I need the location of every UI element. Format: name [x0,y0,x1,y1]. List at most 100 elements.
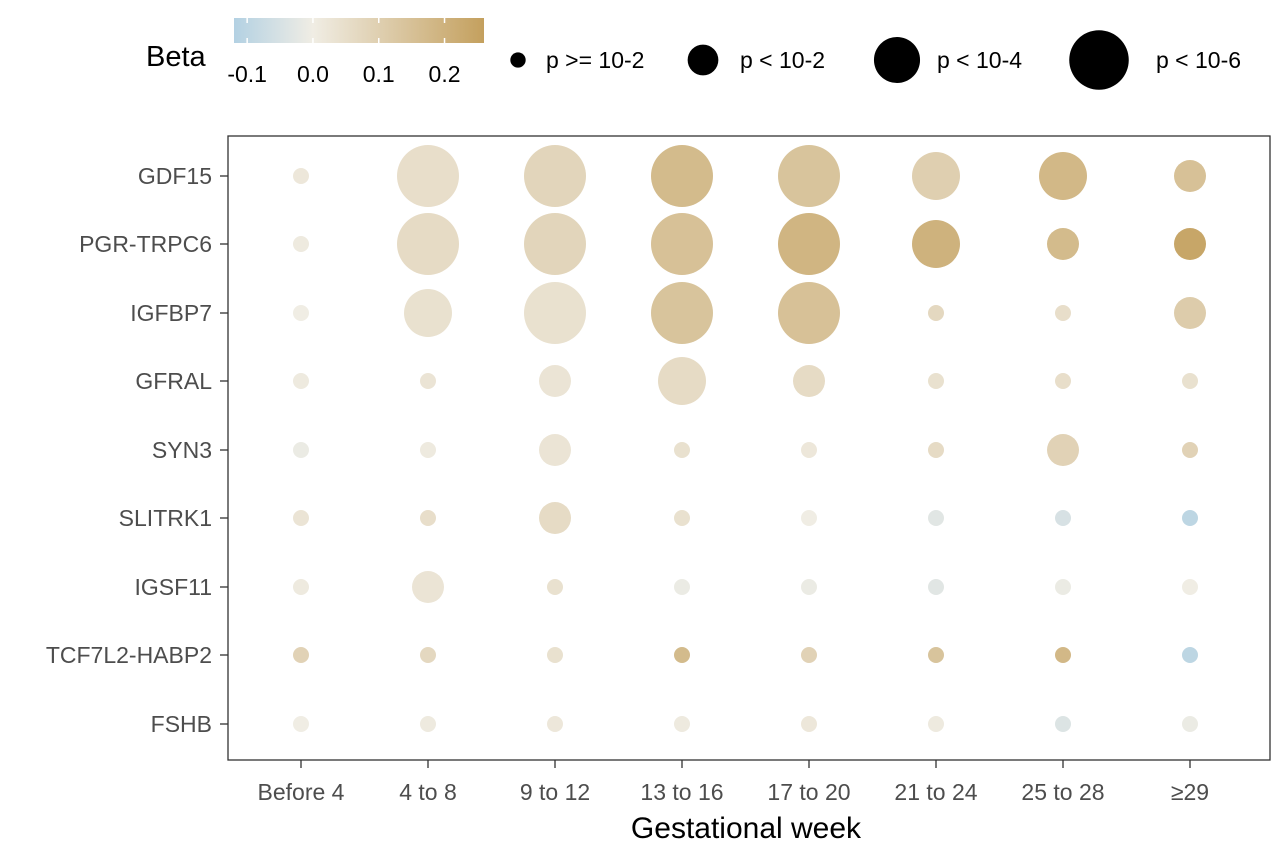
x-tick-label: 17 to 20 [767,779,850,805]
data-point [1055,305,1071,321]
data-point [293,305,309,321]
data-point [397,145,459,207]
data-point [1055,647,1071,663]
data-point [420,442,436,458]
y-tick-label: TCF7L2-HABP2 [46,642,212,668]
data-point [404,289,452,337]
data-point [293,579,309,595]
data-point [293,168,309,184]
x-tick-label: 4 to 8 [399,779,457,805]
x-axis-title: Gestational week [631,812,862,845]
data-point [1182,579,1198,595]
data-point [674,579,690,595]
color-legend-bar [234,18,484,43]
data-point [539,365,571,397]
data-point [674,510,690,526]
y-tick-label: IGSF11 [134,574,212,600]
data-point [420,716,436,732]
plot-panel [227,135,1271,761]
size-legend-symbol [1069,30,1129,90]
data-point [674,647,690,663]
data-point [651,145,713,207]
x-tick-label: 25 to 28 [1021,779,1104,805]
data-point [1182,510,1198,526]
data-point [912,152,960,200]
data-point [1182,647,1198,663]
data-point [928,442,944,458]
data-point [674,442,690,458]
data-point [778,282,840,344]
x-tick-label: ≥29 [1171,779,1209,805]
data-point [524,282,586,344]
data-point [928,647,944,663]
data-point [801,510,817,526]
data-point [912,220,960,268]
data-point [539,502,571,534]
data-point [651,213,713,275]
data-point [293,373,309,389]
x-tick-label: Before 4 [258,779,345,805]
y-axis: GDF15 PGR-TRPC6 IGFBP7 GFRAL SYN3 SLITRK1 IGSF… [46,163,228,737]
data-point [547,579,563,595]
y-tick-label: FSHB [151,711,212,737]
data-point [547,647,563,663]
data-point [658,357,706,405]
data-point [420,373,436,389]
data-point [293,236,309,252]
data-point [928,716,944,732]
data-point [928,373,944,389]
data-point [293,510,309,526]
size-legend: p >= 10-2 p < 10-2 p < 10-4 p < 10-6 [510,30,1241,90]
data-point [293,647,309,663]
data-point [651,282,713,344]
y-tick-label: GFRAL [135,368,212,394]
data-point [420,647,436,663]
data-point [397,213,459,275]
data-point [793,365,825,397]
color-legend-title: Beta [146,41,207,73]
data-point [420,510,436,526]
data-point [801,442,817,458]
size-legend-label: p < 10-2 [740,47,825,73]
data-point [801,579,817,595]
x-axis: Before 4 4 to 8 9 to 12 13 to 16 17 to 20 21 … [258,760,1209,805]
size-legend-symbol [687,44,719,76]
data-point [778,213,840,275]
y-tick-label: PGR-TRPC6 [79,231,212,257]
data-point [801,716,817,732]
data-point [412,571,444,603]
data-point [928,305,944,321]
color-legend-tick-label: -0.1 [227,61,267,87]
data-point [1174,160,1206,192]
data-point [1055,510,1071,526]
data-point [1174,228,1206,260]
size-legend-symbol [873,36,921,84]
data-point [674,716,690,732]
color-legend-tick-label: 0.0 [297,61,329,87]
x-tick-label: 9 to 12 [520,779,590,805]
data-point [1055,579,1071,595]
color-legend: Beta -0.1 0.0 0.1 0.2 [146,18,484,87]
data-point [928,510,944,526]
y-tick-label: SLITRK1 [119,505,212,531]
data-point [524,145,586,207]
data-point [801,647,817,663]
y-tick-label: IGFBP7 [130,300,212,326]
data-point [547,716,563,732]
data-point [293,442,309,458]
x-tick-label: 13 to 16 [640,779,723,805]
size-legend-label: p < 10-6 [1156,47,1241,73]
data-point [1182,373,1198,389]
y-tick-label: SYN3 [152,437,212,463]
size-legend-label: p < 10-4 [937,47,1022,73]
data-point [1182,716,1198,732]
data-point [1055,716,1071,732]
color-legend-tick-label: 0.1 [363,61,395,87]
data-point [524,213,586,275]
data-point [539,434,571,466]
data-point [1047,434,1079,466]
data-point [1055,373,1071,389]
data-point [1174,297,1206,329]
size-legend-symbol [510,52,526,68]
